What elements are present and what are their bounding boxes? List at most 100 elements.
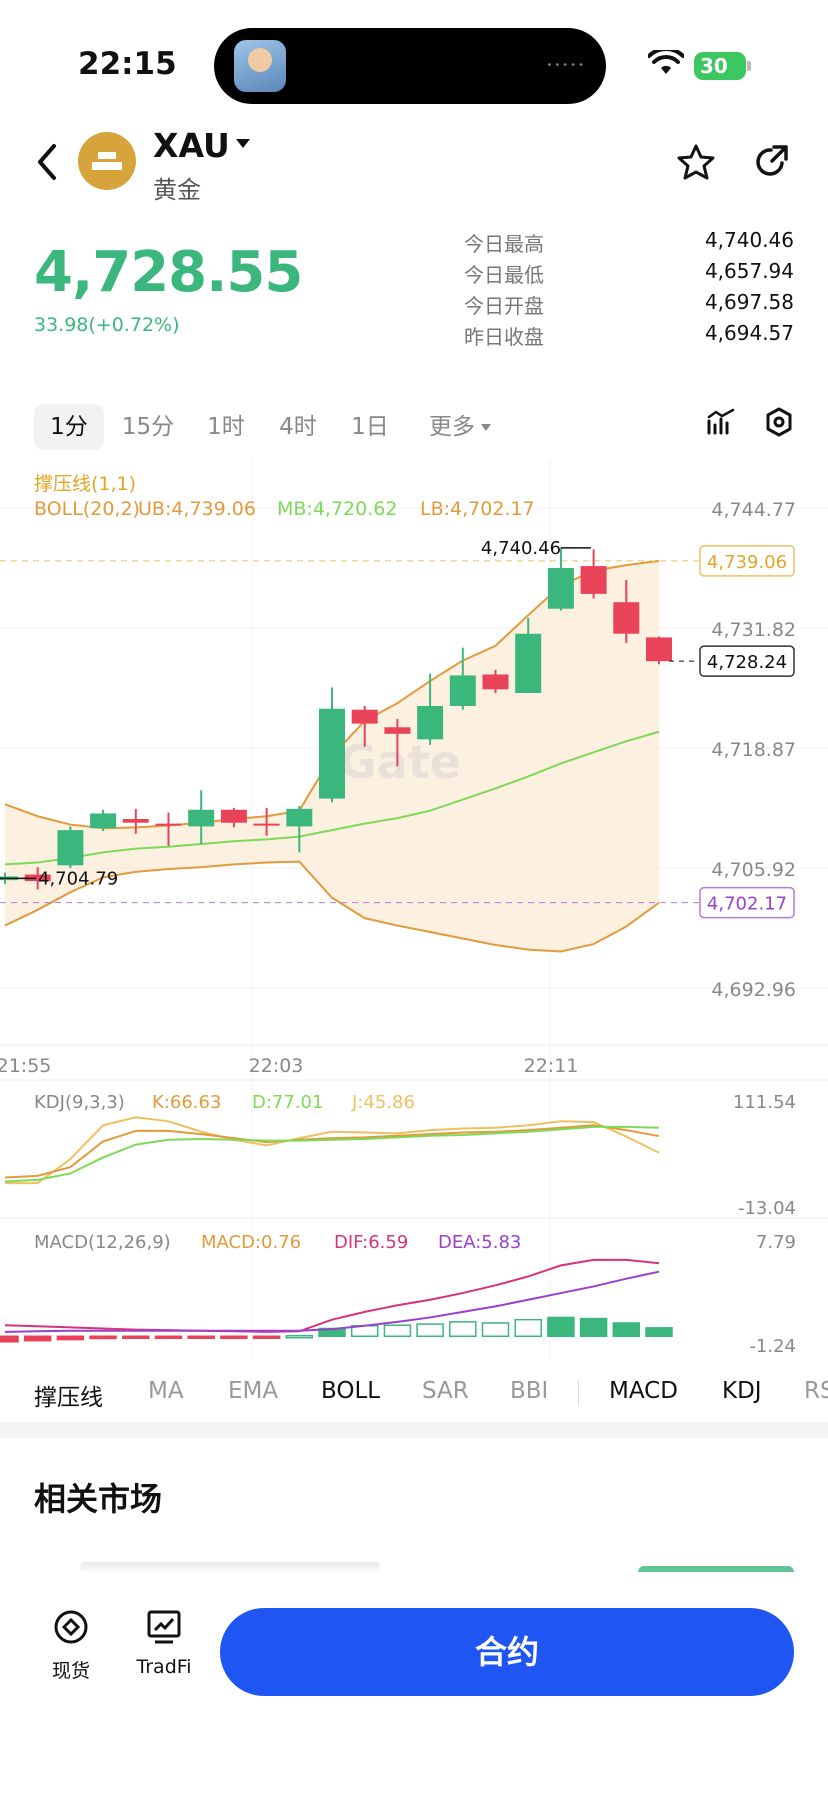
stat-prev-close-label: 昨日收盘 xyxy=(464,325,544,349)
kdj-y-max: 111.54 xyxy=(733,1092,796,1113)
macd-hist-bar xyxy=(612,1322,641,1338)
candle-body[interactable] xyxy=(613,602,640,634)
min-price-label: 4,704.79 xyxy=(38,868,118,889)
macd-y-max: 7.79 xyxy=(756,1232,796,1253)
candle-body[interactable] xyxy=(547,567,574,609)
indicator-rsi[interactable]: RS xyxy=(804,1378,828,1404)
stat-high-label: 今日最高 xyxy=(464,232,544,256)
candle-body[interactable] xyxy=(155,823,182,826)
macd-dea-legend: DEA:5.83 xyxy=(438,1232,521,1253)
candle-body[interactable] xyxy=(286,808,313,827)
indicator-ema[interactable]: EMA xyxy=(228,1378,279,1404)
boll-ub-legend: UB:4,739.06 xyxy=(138,498,256,520)
candle-body[interactable] xyxy=(351,709,378,724)
list-item-badge xyxy=(638,1566,794,1576)
y-tick-label: 4,692.96 xyxy=(711,979,796,1001)
indicator-kdj[interactable]: KDJ xyxy=(722,1378,762,1404)
boll-lb-legend: LB:4,702.17 xyxy=(420,498,535,520)
boll-lower-line xyxy=(4,860,660,953)
max-price-label: 4,740.46 xyxy=(481,538,561,559)
tab-15m[interactable]: 15分 xyxy=(121,414,175,440)
stat-open-value: 4,697.58 xyxy=(704,290,794,314)
boll-mb-legend: MB:4,720.62 xyxy=(277,498,397,520)
candle-body[interactable] xyxy=(188,809,215,827)
candle-body[interactable] xyxy=(417,705,444,740)
boll-mid-line xyxy=(4,730,660,866)
candle-body[interactable] xyxy=(646,637,672,662)
symbol-title[interactable]: XAU xyxy=(153,126,230,165)
tab-more[interactable]: 更多 xyxy=(420,404,500,450)
gate-watermark: Gate xyxy=(339,735,461,789)
kdj-k-legend: K:66.63 xyxy=(152,1092,221,1113)
stat-low-value: 4,657.94 xyxy=(704,259,794,283)
tab-4h[interactable]: 4时 xyxy=(279,414,317,440)
macd-hist-bar xyxy=(449,1321,477,1338)
price-chart[interactable]: Gate 4,740.46 4,704.79 撑压线(1,1) BOLL(20,2)UB… xyxy=(0,460,828,1360)
x-tick-label: 22:11 xyxy=(524,1055,579,1077)
symbol-name: 黄金 xyxy=(153,176,201,204)
avatar-icon xyxy=(234,40,286,92)
tab-1h[interactable]: 1时 xyxy=(207,414,245,440)
macd-hist-bar xyxy=(187,1335,215,1340)
candle-body[interactable] xyxy=(220,809,247,823)
candle-body[interactable] xyxy=(515,633,542,694)
kdj-d-legend: D:77.01 xyxy=(252,1092,323,1113)
tradfi-label: TradFi xyxy=(136,1656,192,1678)
indicator-bbi[interactable]: BBI xyxy=(510,1378,549,1404)
last-price-tag-box xyxy=(699,645,795,677)
tab-1m[interactable]: 1分 xyxy=(34,404,104,450)
candle-body[interactable] xyxy=(57,830,84,866)
indicator-ma[interactable]: MA xyxy=(148,1378,184,1404)
macd-hist-bar xyxy=(154,1335,183,1340)
ub-price-tag-box xyxy=(699,545,795,577)
indicator-macd[interactable]: MACD xyxy=(609,1378,678,1404)
candle-body[interactable] xyxy=(90,813,117,829)
favorite-star-icon[interactable] xyxy=(676,143,716,183)
candle-body[interactable] xyxy=(449,675,476,706)
chart-settings-icon[interactable] xyxy=(764,407,794,437)
candle-body[interactable] xyxy=(319,708,345,799)
stat-low-label: 今日最低 xyxy=(464,263,544,287)
macd-hist-bar xyxy=(89,1335,117,1340)
dynamic-island: ••••• xyxy=(214,28,606,104)
wifi-icon xyxy=(648,50,684,74)
macd-value-legend: MACD:0.76 xyxy=(201,1232,301,1253)
candle-body[interactable] xyxy=(253,823,280,826)
macd-hist-bar xyxy=(383,1324,412,1338)
macd-legend: MACD(12,26,9) xyxy=(34,1232,171,1253)
tab-1d[interactable]: 1日 xyxy=(351,414,389,440)
candle-body[interactable] xyxy=(482,674,509,690)
macd-y-min: -1.24 xyxy=(749,1336,796,1357)
tradfi-button[interactable]: TradFi xyxy=(134,1608,194,1678)
stat-open-label: 今日开盘 xyxy=(464,294,544,318)
indicator-support[interactable]: 撑压线 xyxy=(34,1385,103,1411)
ub-price-tag: 4,739.06 xyxy=(707,552,787,573)
macd-hist-bar xyxy=(645,1327,673,1338)
indicator-sar[interactable]: SAR xyxy=(422,1378,469,1404)
bottom-bar: 现货 TradFi 合约 xyxy=(0,1572,828,1801)
indicator-toggle-icon[interactable] xyxy=(706,407,736,437)
macd-hist-bar xyxy=(514,1318,542,1338)
symbol-dropdown-icon[interactable] xyxy=(236,139,250,148)
battery-level: 30 xyxy=(700,54,728,78)
kdj-j-legend: J:45.86 xyxy=(351,1092,415,1113)
macd-hist-bar xyxy=(579,1317,608,1338)
candle-body[interactable] xyxy=(580,566,607,594)
macd-dif-legend: DIF:6.59 xyxy=(334,1232,408,1253)
x-tick-label: 22:03 xyxy=(249,1055,304,1077)
kdj-d-line xyxy=(4,1125,660,1183)
back-icon[interactable] xyxy=(34,142,60,182)
share-icon[interactable] xyxy=(752,143,790,181)
last-price: 4,728.55 xyxy=(34,240,303,305)
candle-body[interactable] xyxy=(24,874,51,882)
indicator-boll[interactable]: BOLL xyxy=(321,1378,381,1404)
candle-body[interactable] xyxy=(384,727,411,734)
spot-button[interactable]: 现货 xyxy=(48,1608,94,1683)
macd-dea-line xyxy=(4,1270,660,1333)
contract-button[interactable]: 合约 xyxy=(220,1608,794,1696)
tab-more-label: 更多 xyxy=(429,414,475,440)
list-item[interactable] xyxy=(80,1562,380,1574)
macd-dif-line xyxy=(4,1258,660,1333)
candle-body[interactable] xyxy=(122,819,149,823)
kdj-j-line xyxy=(5,1116,660,1185)
